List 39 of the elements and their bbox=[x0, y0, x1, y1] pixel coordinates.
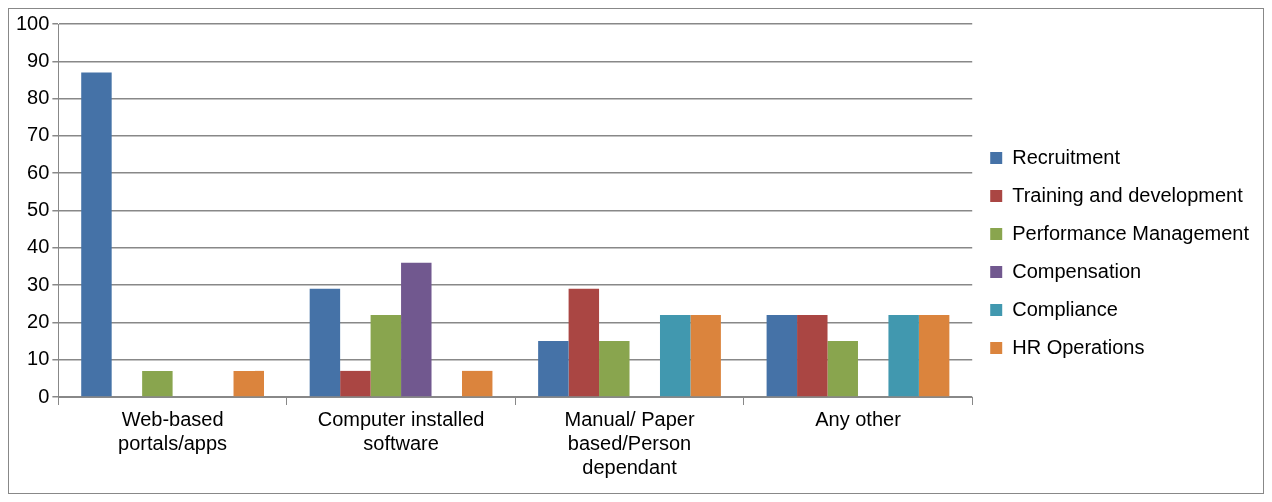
legend-label: Compliance bbox=[1012, 297, 1118, 320]
bar bbox=[340, 370, 371, 397]
y-tick-label: 20 bbox=[27, 309, 50, 332]
y-tick-label: 70 bbox=[27, 123, 50, 146]
x-tick-label: Any other bbox=[815, 407, 902, 430]
y-tick-label: 0 bbox=[38, 384, 50, 407]
y-tick-label: 100 bbox=[15, 11, 50, 34]
legend-label: Compensation bbox=[1012, 259, 1142, 282]
y-tick-label: 30 bbox=[27, 272, 50, 295]
x-tick-label: Manual/ Paper based/Person dependant bbox=[564, 407, 695, 478]
bar bbox=[568, 288, 600, 397]
y-tick-label: 10 bbox=[27, 347, 50, 370]
bar bbox=[233, 370, 264, 397]
bar bbox=[888, 314, 919, 397]
bar bbox=[370, 314, 402, 397]
bar bbox=[918, 314, 950, 397]
bar bbox=[797, 314, 828, 397]
bar bbox=[142, 370, 173, 397]
bar bbox=[690, 314, 721, 397]
x-tick-label: Computer installed software bbox=[317, 407, 485, 454]
bar bbox=[827, 341, 858, 397]
x-tick-label: Web-based portals/apps bbox=[118, 407, 228, 454]
y-tick-label: 40 bbox=[27, 235, 50, 258]
bar bbox=[461, 370, 493, 397]
y-tick-label: 80 bbox=[27, 86, 50, 109]
bar bbox=[766, 314, 798, 397]
legend-label: Training and development bbox=[1012, 183, 1244, 206]
legend-label: HR Operations bbox=[1012, 335, 1145, 358]
bar bbox=[309, 288, 341, 397]
bar bbox=[599, 341, 630, 397]
legend-label: Performance Management bbox=[1012, 221, 1250, 244]
bar bbox=[659, 314, 691, 397]
bar bbox=[81, 72, 112, 397]
y-tick-label: 50 bbox=[27, 198, 50, 221]
y-tick-label: 90 bbox=[27, 48, 50, 71]
bar bbox=[401, 262, 432, 397]
bar bbox=[538, 341, 569, 397]
y-tick-label: 60 bbox=[27, 160, 50, 183]
legend-label: Recruitment bbox=[1012, 145, 1121, 168]
